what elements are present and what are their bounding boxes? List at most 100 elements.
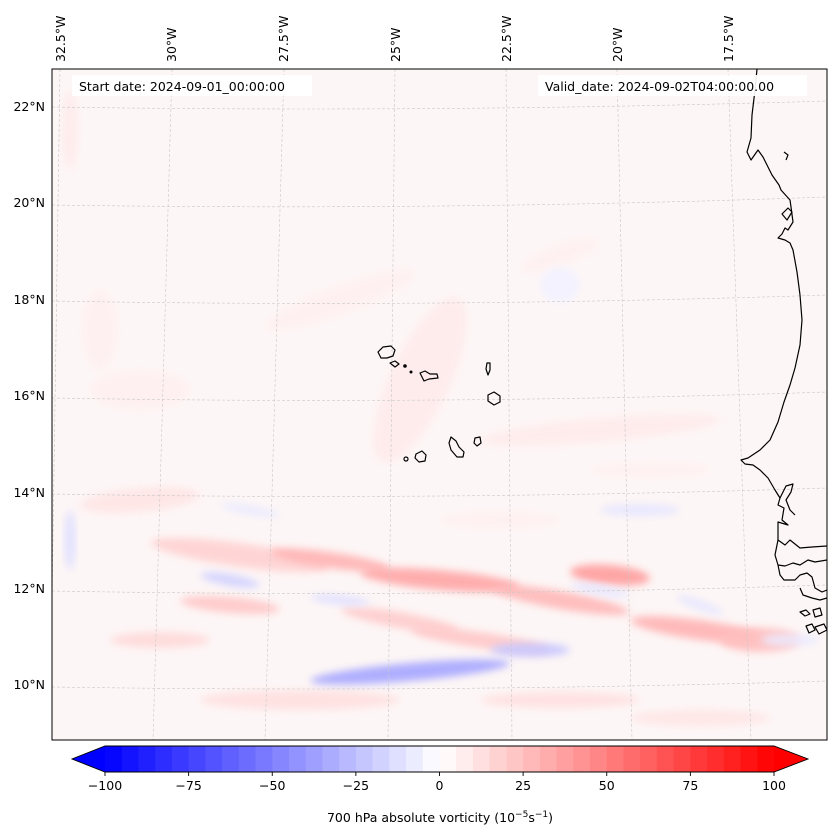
positive-vorticity-region [150, 537, 330, 573]
colorbar-label-end: ) [548, 810, 553, 825]
colorbar-segment [523, 746, 541, 772]
colorbar-segment [757, 746, 775, 772]
positive-vorticity-region [480, 414, 720, 446]
island-boa-vista [487, 391, 501, 406]
negative-vorticity-region [220, 502, 280, 518]
colorbar-segment [389, 746, 407, 772]
colorbar-segment [222, 746, 240, 772]
island-canary-hint [783, 151, 789, 161]
colorbar-segment [640, 746, 658, 772]
colorbar-tick-label: 50 [599, 778, 615, 793]
positive-vorticity-region [360, 567, 520, 593]
map-frame [51, 68, 828, 741]
positive-vorticity-region [373, 297, 467, 463]
colorbar-segment [171, 746, 190, 772]
island-bijagos-1 [799, 609, 811, 617]
colorbar-tick-label: 75 [682, 778, 698, 793]
colorbar-segment [590, 746, 608, 772]
colorbar-segment [406, 746, 424, 772]
colorbar-tick-label: −50 [259, 778, 285, 793]
graticule-line [52, 69, 61, 626]
colorbar-segment [121, 746, 139, 772]
positive-vorticity-region [270, 548, 390, 572]
positive-vorticity-region [570, 564, 650, 586]
colorbar-label-main: 700 hPa absolute vorticity (10 [327, 810, 515, 825]
colorbar-segment [606, 746, 624, 772]
colorbar-label: 700 hPa absolute vorticity (10−5s−1) [327, 810, 553, 825]
positive-vorticity-region [264, 269, 416, 331]
colorbar-extend-high [774, 746, 808, 772]
colorbar-segment [105, 746, 123, 772]
colorbar-segment [372, 746, 390, 772]
colorbar-extend-low [72, 746, 105, 772]
colorbar-segments [105, 746, 775, 772]
colorbar-segment [155, 746, 173, 772]
island-raso [409, 370, 413, 374]
colorbar-tick-label: 100 [762, 778, 786, 793]
graticule-line [727, 69, 752, 740]
colorbar-tick-label: −100 [88, 778, 122, 793]
graticule-line [152, 69, 173, 740]
lon-label: 17.5°W [721, 16, 736, 62]
colorbar-segment [322, 746, 340, 772]
negative-vorticity-region [64, 510, 76, 570]
graticule-line [52, 391, 827, 401]
colorbar-segment [556, 746, 574, 772]
coastline-guinea [799, 587, 827, 601]
negative-vorticity-region [200, 572, 260, 588]
positive-vorticity-region [440, 512, 560, 528]
colorbar-label-exp2: −1 [535, 810, 548, 820]
colorbar-segment [205, 746, 223, 772]
coastline-africa [740, 69, 827, 549]
colorbar-segment [573, 746, 591, 772]
graticule-line [52, 584, 827, 594]
positive-vorticity-region [180, 595, 280, 615]
colorbar-tick-label: −25 [343, 778, 369, 793]
lon-label: 20°W [610, 27, 625, 62]
colorbar-segment [723, 746, 742, 772]
island-bijagos-2 [812, 607, 823, 618]
colorbar-segment [439, 746, 457, 772]
graticule-line [387, 69, 396, 740]
island-santo-antao [377, 345, 396, 359]
positive-vorticity-region [80, 486, 200, 514]
colorbar-segment [740, 746, 758, 772]
island-fogo [414, 450, 427, 463]
longitude-labels: 32.5°W 30°W 27.5°W 25°W 22.5°W 20°W 17.5… [53, 16, 736, 62]
colorbar-segment [506, 746, 524, 772]
island-bijagos-4 [814, 623, 827, 635]
island-sao-nicolau [419, 370, 439, 382]
graticule-line [505, 69, 513, 740]
lat-label: 20°N [13, 195, 45, 210]
valid-date-label: Valid_date: 2024-09-02T04:00:00.00 [545, 79, 774, 94]
colorbar-tick-label: 25 [515, 778, 531, 793]
negative-vorticity-region [570, 582, 630, 598]
colorbar-label-mid: s [528, 810, 535, 825]
graticule-line [52, 100, 827, 110]
negative-vorticity-region [310, 659, 510, 685]
lon-label: 32.5°W [53, 16, 68, 62]
colorbar-segment [456, 746, 474, 772]
colorbar: −100 −75 −50 −25 0 25 50 75 100 700 hPa absolute… [70, 745, 810, 825]
start-date-box: Start date: 2024-09-01_00:00:00 [72, 75, 312, 96]
island-brava [403, 456, 409, 462]
graticule-line [52, 680, 827, 690]
negative-vorticity-region [540, 267, 580, 303]
colorbar-tick-label: 0 [436, 778, 444, 793]
positive-vorticity-region [110, 632, 210, 648]
graticule-line [52, 196, 827, 208]
island-maio [473, 436, 482, 447]
lat-label: 12°N [13, 581, 45, 596]
vorticity-field [62, 90, 820, 726]
colorbar-segment [539, 746, 558, 772]
negative-vorticity-region [310, 594, 370, 606]
lat-label: 22°N [13, 99, 45, 114]
negative-vorticity-region [600, 504, 680, 516]
positive-vorticity-region [491, 584, 629, 616]
lon-label: 27.5°W [276, 16, 291, 62]
graticule [52, 69, 827, 740]
map-panel: Start date: 2024-09-01_00:00:00 Valid_da… [51, 68, 828, 741]
lat-label: 18°N [13, 292, 45, 307]
colorbar-segment [422, 746, 440, 772]
